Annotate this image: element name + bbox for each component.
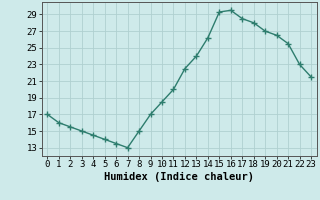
- X-axis label: Humidex (Indice chaleur): Humidex (Indice chaleur): [104, 172, 254, 182]
